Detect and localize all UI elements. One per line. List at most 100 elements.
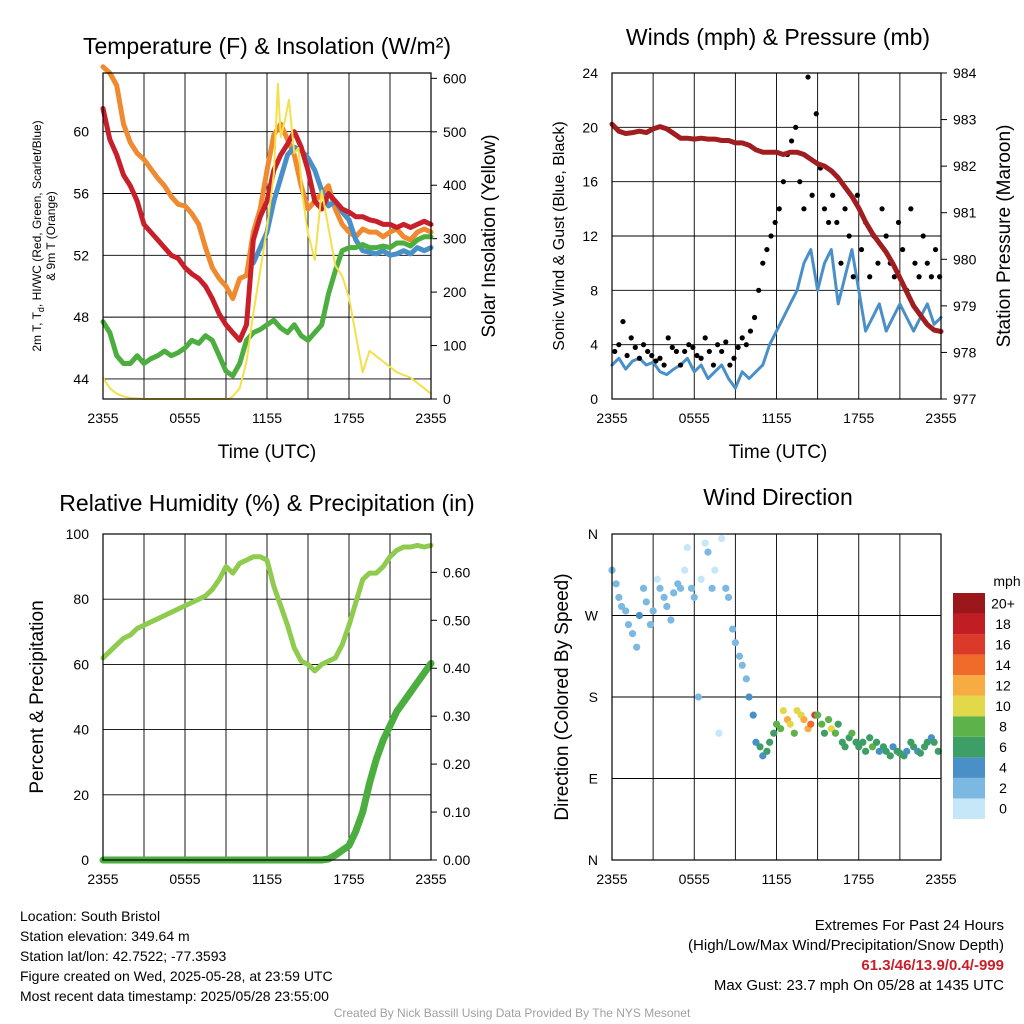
- plot-area: [608, 534, 942, 760]
- direction-point: [663, 602, 671, 611]
- gust-point: [640, 342, 647, 348]
- x-tick-label: 2355: [596, 410, 627, 426]
- direction-point: [872, 738, 881, 746]
- direction-point: [930, 738, 938, 746]
- direction-point: [770, 729, 778, 737]
- colorbar-swatch: [953, 654, 985, 676]
- gust-point: [743, 342, 749, 348]
- gust-point: [710, 362, 717, 368]
- direction-point: [745, 693, 753, 701]
- direction-point: [859, 738, 867, 746]
- direction-point: [718, 534, 726, 543]
- gust-point: [624, 352, 630, 359]
- y-tick-label: 0: [590, 391, 598, 407]
- gust-point: [636, 355, 643, 361]
- station-location: Location: South Bristol: [20, 908, 161, 924]
- y-axis-label-part: 2m T, T: [30, 311, 44, 351]
- y-tick-label: 16: [582, 174, 598, 190]
- gust-point: [850, 274, 856, 280]
- series-pressure: [609, 121, 944, 334]
- gust-point: [686, 342, 692, 348]
- gust-point: [645, 348, 651, 355]
- y-tick-label: 40: [73, 722, 89, 738]
- colorbar-swatch: [953, 716, 985, 737]
- figure-created: Figure created on Wed, 2025-05-28, at 23…: [20, 968, 333, 984]
- gust-point: [768, 233, 774, 239]
- chart-panel-4: Wind Direction 2355 0555 1155 1755 2355 N E S W N 0…: [552, 484, 1021, 887]
- direction-point: [704, 548, 712, 556]
- series-orange: [100, 64, 434, 302]
- y-axis-label: Sonic Wind & Gust (Blue, Black): [551, 121, 568, 350]
- gust-point: [628, 335, 634, 341]
- direction-point: [831, 729, 840, 737]
- colorbar-label: 18: [995, 616, 1011, 632]
- gust-point: [854, 192, 860, 198]
- gust-point: [813, 111, 819, 117]
- y-tick-label: 20: [582, 119, 598, 135]
- y2-tick-label: 500: [443, 124, 467, 140]
- y-axis-label: 2m T, Td, HI/WC (Red, Green, Scarlet/Blu…: [30, 120, 46, 351]
- direction-point: [735, 652, 744, 660]
- direction-point: [694, 693, 702, 701]
- colorbar-label: 2: [999, 780, 1007, 796]
- y2-tick-label: 0.40: [443, 660, 470, 676]
- y-tick-label: 80: [73, 591, 89, 607]
- y2-tick-label: 980: [953, 251, 977, 267]
- x-tick-label: 2355: [415, 871, 446, 887]
- y2-tick-label: 0.10: [443, 804, 470, 820]
- direction-point: [681, 566, 689, 574]
- direction-point: [683, 543, 691, 552]
- gust-point: [928, 274, 935, 280]
- direction-point: [731, 639, 739, 647]
- gust-point: [797, 179, 803, 185]
- series-gust: [612, 74, 943, 368]
- direction-point: [766, 738, 774, 746]
- direction-point: [642, 598, 650, 606]
- y2-tick-label: 0: [443, 391, 451, 407]
- direction-point: [653, 575, 661, 583]
- y-tick-label: 8: [590, 282, 598, 298]
- colorbar: 0 2 4 6 8 10 12 14 16 18 20+ mph: [953, 573, 1021, 819]
- direction-point: [742, 675, 750, 683]
- gust-point: [916, 274, 922, 280]
- y-tick-label: 20: [73, 787, 89, 803]
- direction-point: [628, 630, 637, 638]
- plot-frame: [611, 72, 942, 400]
- y-tick-label: 24: [582, 65, 598, 81]
- station-latlon: Station lat/lon: 42.7522; -77.3593: [20, 948, 227, 964]
- y2-tick-label: 400: [443, 177, 467, 193]
- colorbar-swatch: [953, 757, 985, 778]
- direction-point: [639, 584, 648, 592]
- y-tick-label: 48: [73, 309, 89, 325]
- gust-point: [706, 348, 712, 355]
- gust-point: [747, 328, 754, 334]
- gust-point: [616, 342, 622, 348]
- direction-point: [800, 716, 808, 724]
- direction-point: [676, 584, 685, 592]
- gust-point: [756, 287, 762, 293]
- direction-point: [656, 584, 664, 592]
- direction-point: [660, 593, 668, 601]
- direction-point: [635, 611, 644, 620]
- plot-area: [609, 74, 944, 390]
- gust-point: [661, 362, 667, 368]
- y2-tick-label: 0.30: [443, 708, 470, 724]
- y-tick-label: 52: [73, 247, 89, 263]
- direction-point: [903, 747, 911, 755]
- gust-point: [834, 219, 840, 226]
- gust-point: [620, 318, 626, 325]
- gust-point: [727, 362, 733, 368]
- gust-point: [772, 219, 778, 226]
- gust-point: [690, 344, 696, 350]
- y2-tick-label: 983: [953, 112, 977, 128]
- y2-tick-label: 0.00: [443, 852, 470, 868]
- colorbar-label: 6: [999, 739, 1007, 755]
- gust-point: [649, 352, 655, 359]
- x-tick-label: 1755: [843, 871, 874, 887]
- direction-point: [701, 539, 709, 547]
- direction-point: [649, 607, 657, 615]
- gust-point: [788, 138, 795, 144]
- gust-point: [698, 355, 704, 361]
- gust-point: [653, 358, 659, 364]
